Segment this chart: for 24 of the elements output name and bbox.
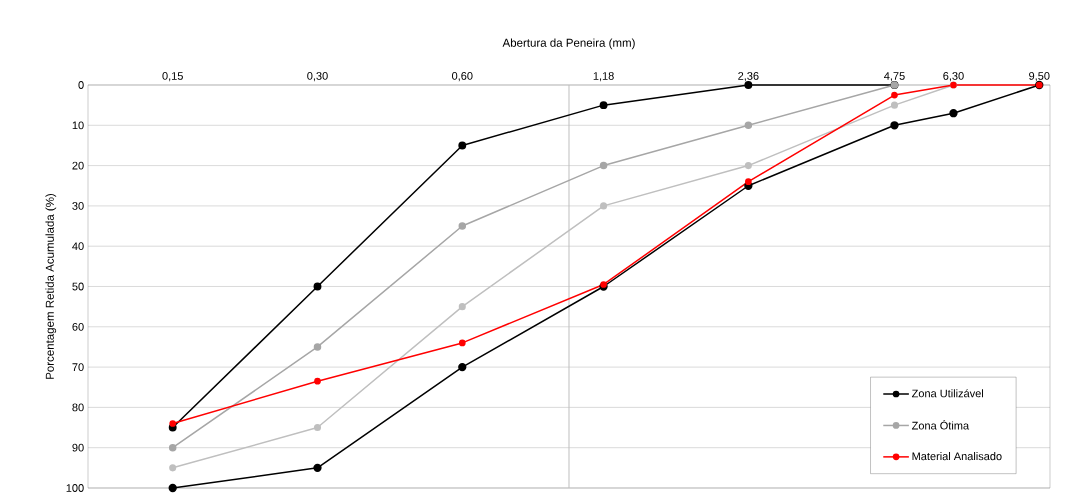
x-tick-label: 0,30 — [307, 72, 328, 82]
y-tick-label: 40 — [72, 242, 84, 251]
y-tick-label: 30 — [72, 202, 84, 210]
y-tick-label: 60 — [72, 322, 84, 331]
x-tick-label: 9,50 — [1029, 72, 1050, 82]
y-tick-label: 80 — [72, 403, 84, 412]
y-tick-label: 70 — [72, 363, 84, 371]
y-tick-label: 100 — [66, 484, 84, 492]
y-tick-label: 20 — [72, 161, 84, 170]
x-tick-label: 4,75 — [884, 72, 905, 82]
x-tick-label: 6,30 — [943, 72, 964, 82]
legend-label: Zona Utilizável — [911, 389, 984, 398]
x-tick-label: 1,18 — [593, 72, 614, 82]
y-tick-label: 90 — [72, 443, 84, 452]
x-axis-title: Abertura da Peneira (mm) — [502, 38, 635, 50]
x-tick-label: 2,36 — [738, 72, 759, 82]
y-tick-label: 50 — [72, 282, 84, 291]
x-tick-label: 0,60 — [452, 72, 473, 82]
x-tick-label: 0,15 — [162, 72, 183, 82]
legend-label: Zona Ótima — [911, 419, 970, 430]
y-tick-label: 0 — [78, 81, 84, 89]
legend-label: Material Analisado — [912, 452, 1002, 461]
y-axis-title: Porcentagem Retida Acumulada (%) — [45, 193, 57, 379]
y-tick-label: 10 — [72, 121, 84, 130]
